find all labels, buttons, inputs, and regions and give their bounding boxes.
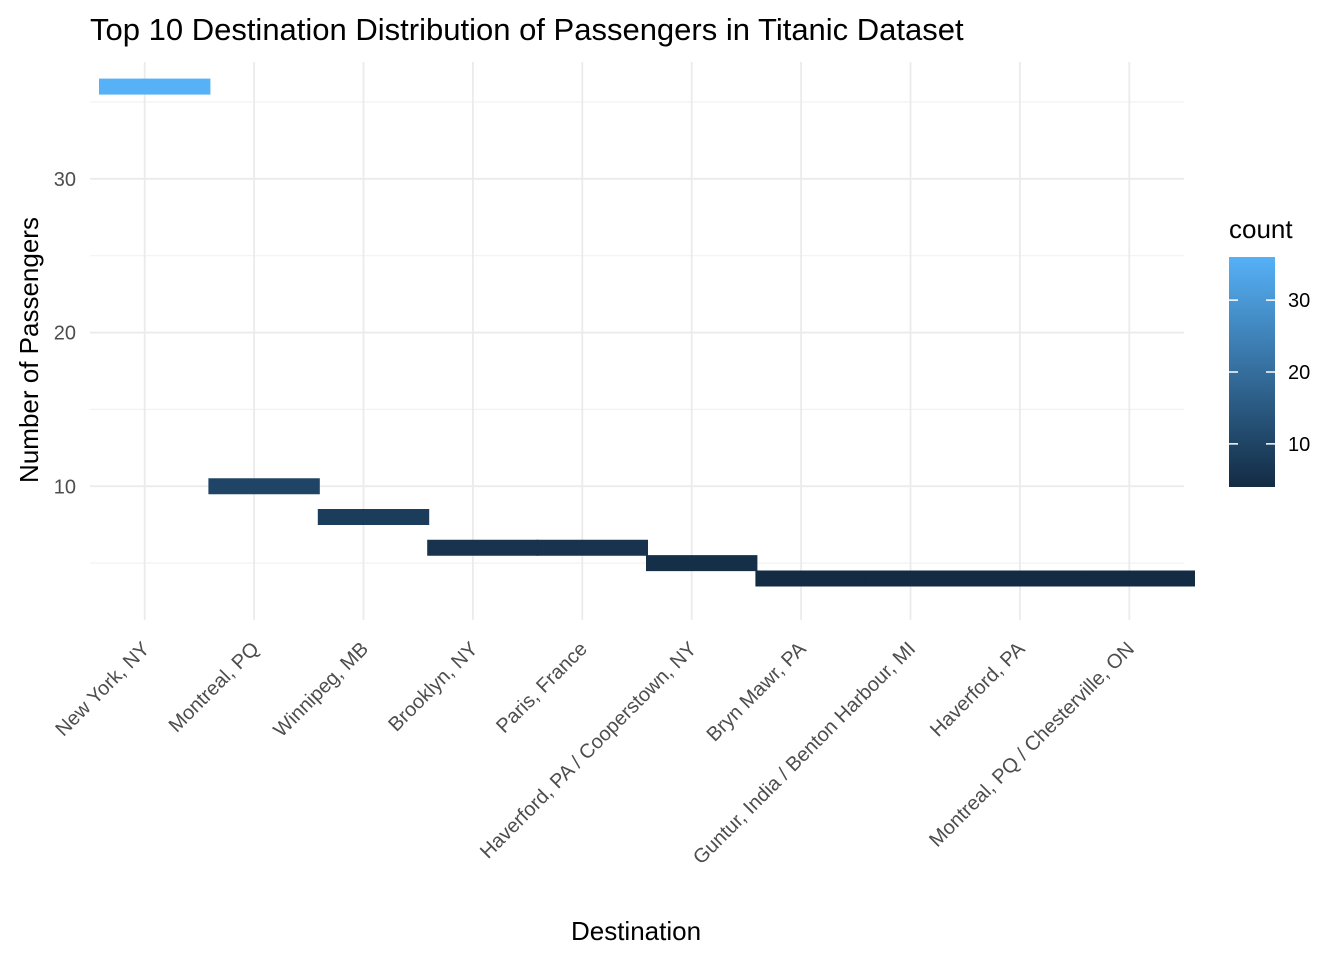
minor-gridlines: [90, 101, 1184, 564]
bar: [646, 555, 758, 572]
bar: [317, 509, 430, 526]
y-tick-label: 30: [54, 169, 76, 191]
legend-tick-label: 10: [1288, 434, 1310, 456]
x-tick-label: Bryn Mawr, PA: [703, 638, 811, 746]
x-tick-label: Guntur, India / Benton Harbour, MI: [689, 638, 920, 869]
bar: [208, 478, 320, 495]
chart-title: Top 10 Destination Distribution of Passe…: [90, 12, 964, 47]
bar: [755, 570, 867, 587]
y-axis-ticks: 10 20 30: [54, 169, 76, 498]
x-tick-label: Haverford, PA / Cooperstown, NY: [476, 638, 701, 863]
bar: [427, 539, 539, 556]
x-tick-label: Brooklyn, NY: [384, 638, 482, 736]
bars: [99, 78, 1195, 587]
major-gridlines: [90, 62, 1184, 620]
y-tick-label: 20: [54, 323, 76, 345]
x-tick-label: New York, NY: [51, 638, 154, 741]
y-axis-title: Number of Passengers: [14, 217, 44, 483]
legend-tick-label: 30: [1288, 290, 1310, 312]
bar: [974, 570, 1086, 587]
bar: [536, 539, 648, 556]
y-tick-label: 10: [54, 476, 76, 498]
bar: [1083, 570, 1195, 587]
x-tick-label: Montreal, PQ / Chesterville, ON: [925, 638, 1139, 852]
bar: [864, 570, 977, 587]
bar: [99, 78, 211, 95]
x-tick-label: Winnipeg, MB: [269, 638, 373, 742]
legend-tick-label: 20: [1288, 362, 1310, 384]
x-tick-label: Montreal, PQ: [165, 638, 264, 737]
legend-title: count: [1229, 214, 1293, 244]
x-axis-ticks: New York, NY Montreal, PQ Winnipeg, MB Broo…: [51, 638, 1138, 869]
legend-ticks: 10 20 30: [1229, 290, 1310, 456]
legend: count 10 20 30: [1229, 214, 1310, 487]
x-tick-label: Paris, France: [492, 638, 592, 738]
x-tick-label: Haverford, PA: [926, 638, 1030, 742]
x-axis-title: Destination: [571, 916, 701, 946]
